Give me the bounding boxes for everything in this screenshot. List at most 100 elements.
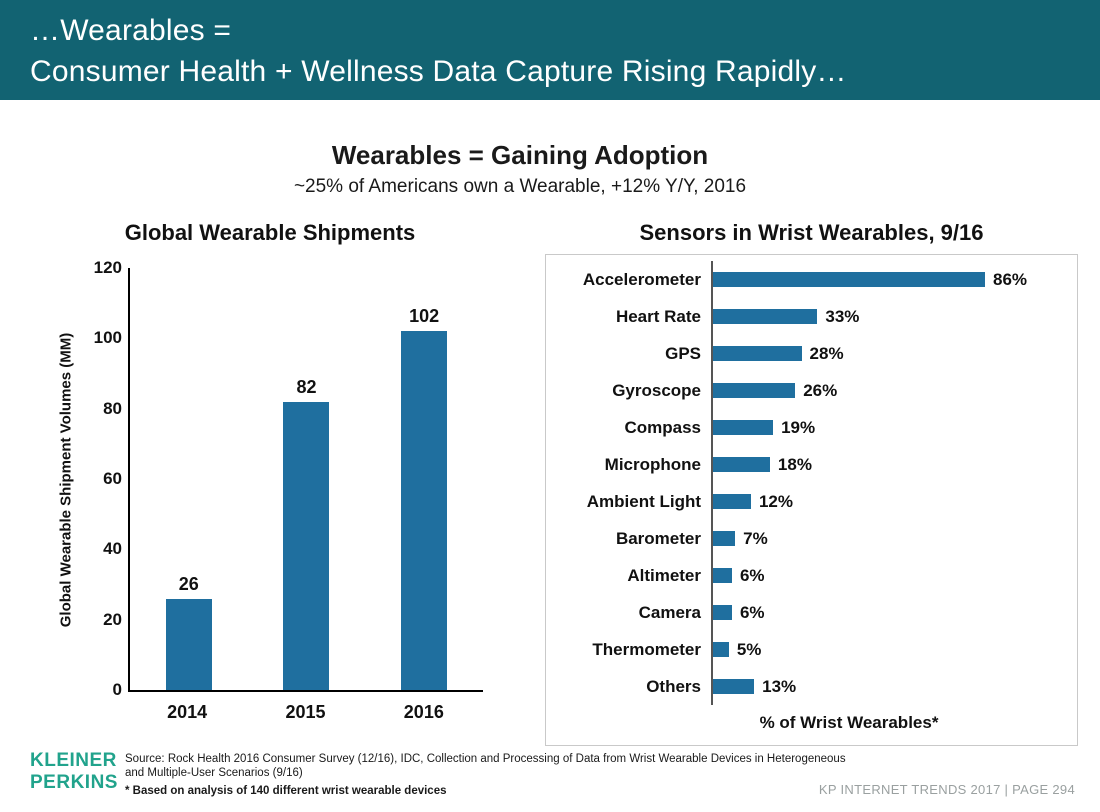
sensor-bar — [713, 309, 818, 324]
sensor-value-label: 6% — [739, 565, 765, 585]
header-bar: …Wearables = Consumer Health + Wellness … — [0, 0, 1100, 100]
sensor-bar — [713, 346, 802, 361]
sensor-value-label: 6% — [739, 602, 765, 622]
sensors-x-axis-label: % of Wrist Wearables* — [759, 713, 939, 732]
sensor-bar-area: 6% — [711, 557, 1077, 594]
y-axis-tick-label: 40 — [103, 539, 122, 559]
sensor-bar-area: 33% — [711, 298, 1077, 335]
y-axis-tick-label: 60 — [103, 469, 122, 488]
sensor-label: Gyroscope — [612, 380, 701, 400]
x-axis-category-label: 2016 — [403, 702, 444, 722]
sensor-bar — [713, 568, 732, 583]
bar-value-label: 102 — [409, 306, 440, 327]
sensor-label: Barometer — [615, 528, 701, 548]
sensor-value-label: 33% — [825, 306, 860, 326]
sensor-bar — [713, 642, 729, 657]
y-axis-tick-label: 120 — [93, 258, 122, 277]
source-line-3: * Based on analysis of 140 different wri… — [125, 785, 447, 797]
sensor-value-label: 28% — [809, 343, 844, 363]
shipment-bar — [401, 331, 448, 690]
bar-value-label: 82 — [296, 376, 317, 397]
y-axis-tick-label: 20 — [103, 609, 122, 629]
bar-group: 82 — [248, 377, 364, 690]
shipments-chart-title: Global Wearable Shipments — [124, 220, 416, 245]
bar-group: 102 — [366, 306, 482, 690]
sensor-value-label: 86% — [993, 269, 1028, 289]
sensor-bar — [713, 494, 751, 509]
sensor-row: Others 13% — [546, 668, 1077, 705]
sensor-value-label: 7% — [743, 528, 768, 548]
sensor-value-label: 19% — [781, 417, 816, 437]
sensor-label: Altimeter — [627, 565, 701, 585]
sensor-bar-area: 86% — [711, 261, 1077, 298]
y-axis-tick-label: 100 — [93, 328, 122, 348]
shipment-bar — [165, 598, 212, 690]
sensor-bar-area: 5% — [711, 631, 1077, 668]
source-line-1: Source: Rock Health 2016 Consumer Survey… — [125, 753, 846, 765]
sensors-chart-title: Sensors in Wrist Wearables, 9/16 — [639, 220, 984, 245]
header-line-2: Consumer Health + Wellness Data Capture … — [30, 55, 847, 88]
sensor-row: GPS 28% — [546, 335, 1077, 372]
sensor-bar — [713, 605, 732, 620]
sensor-bar-area: 12% — [711, 483, 1077, 520]
logo-line-2: PERKINS — [30, 772, 118, 793]
page-info: KP INTERNET TRENDS 2017 | PAGE 294 — [818, 782, 1075, 797]
x-axis-category-label: 2015 — [285, 702, 326, 722]
sensor-row: Microphone 18% — [546, 446, 1077, 483]
sensor-label: Microphone — [604, 454, 701, 474]
sensor-bar-area: 6% — [711, 594, 1077, 631]
sensor-bar-area: 13% — [711, 668, 1077, 705]
sensor-bar-area: 7% — [711, 520, 1077, 557]
shipments-x-axis-labels: 2014 2015 2016 — [128, 702, 483, 723]
shipments-y-axis-label: Global Wearable Shipment Volumes (MM) — [57, 332, 75, 628]
sensor-bar — [713, 383, 796, 398]
sensors-bar-chart: Accelerometer 86% Heart Rate 33% GPS 28% Gyros… — [545, 254, 1078, 746]
logo-line-1: KLEINER — [30, 750, 117, 771]
y-axis-tick-label: 0 — [112, 680, 122, 699]
kleiner-perkins-logo: KLEINER PERKINS — [30, 750, 118, 794]
title-block: Wearables = Gaining Adoption ~25% of Ame… — [0, 140, 1040, 198]
sensor-value-label: 13% — [762, 676, 797, 696]
sensor-label: Thermometer — [592, 639, 701, 659]
sensor-value-label: 18% — [777, 454, 812, 474]
sensor-row: Gyroscope 26% — [546, 372, 1077, 409]
slide-subtitle: ~25% of Americans own a Wearable, +12% Y… — [293, 176, 747, 197]
sensor-bar — [713, 531, 736, 546]
sensor-row: Compass 19% — [546, 409, 1077, 446]
sensor-row: Heart Rate 33% — [546, 298, 1077, 335]
sensor-bar — [713, 420, 774, 435]
slide-title: Wearables = Gaining Adoption — [331, 140, 709, 170]
shipment-bar — [283, 401, 330, 690]
sensor-bar-area: 19% — [711, 409, 1077, 446]
header-line-1: …Wearables = — [30, 14, 232, 47]
sensor-value-label: 5% — [736, 639, 762, 659]
y-axis-tick-label: 80 — [103, 398, 122, 418]
sensor-value-label: 26% — [803, 380, 838, 400]
sensor-bar-area: 26% — [711, 372, 1077, 409]
bars-area: 26 82 102 — [130, 268, 483, 690]
sensor-value-label: 12% — [758, 491, 793, 511]
sensor-row: Altimeter 6% — [546, 557, 1077, 594]
sensor-label: Compass — [624, 417, 701, 437]
sensor-label: Others — [646, 676, 701, 696]
source-line-2: and Multiple-User Scenarios (9/16) — [125, 767, 303, 779]
sensor-row: Ambient Light 12% — [546, 483, 1077, 520]
sensor-bar — [713, 457, 770, 472]
sensor-row: Accelerometer 86% — [546, 261, 1077, 298]
sensor-label: Ambient Light — [586, 491, 701, 511]
sensor-label: Camera — [638, 602, 701, 622]
sensor-bar — [713, 272, 985, 287]
bar-group: 26 — [131, 574, 247, 690]
sensor-row: Camera 6% — [546, 594, 1077, 631]
sensor-bar-area: 18% — [711, 446, 1077, 483]
sensor-bar-area: 28% — [711, 335, 1077, 372]
sensor-label: Heart Rate — [615, 306, 701, 326]
sensor-row: Thermometer 5% — [546, 631, 1077, 668]
shipments-bar-chart: 0 20 40 60 80 100 120 26 82 102 — [94, 258, 483, 699]
sensor-label: Accelerometer — [582, 269, 701, 289]
sensors-bar-list: Accelerometer 86% Heart Rate 33% GPS 28% Gyros… — [546, 261, 1077, 705]
sensor-bar — [713, 679, 755, 694]
bar-value-label: 26 — [178, 573, 199, 594]
sensor-row: Barometer 7% — [546, 520, 1077, 557]
